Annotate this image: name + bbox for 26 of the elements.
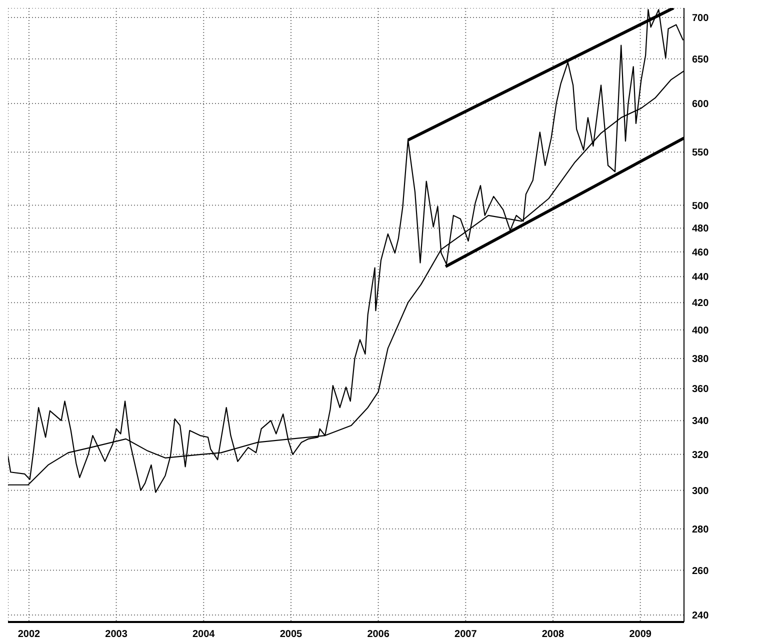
y-tick-label: 260 xyxy=(692,566,710,577)
y-tick-label: 550 xyxy=(692,148,710,159)
y-tick-label: 500 xyxy=(692,200,710,212)
y-tick-label: 360 xyxy=(692,384,710,396)
x-tick-label: 2007 xyxy=(454,629,478,640)
y-tick-label: 340 xyxy=(692,416,710,428)
y-tick-label: 320 xyxy=(692,450,710,461)
x-tick-label: 2004 xyxy=(192,629,216,640)
y-tick-label: 420 xyxy=(692,298,710,310)
y-tick-label: 440 xyxy=(692,272,710,284)
x-tick-label: 2009 xyxy=(629,629,652,640)
y-tick-label: 700 xyxy=(692,13,710,24)
y-tick-label: 240 xyxy=(692,610,710,622)
x-tick-label: 2002 xyxy=(18,629,41,640)
y-tick-label: 600 xyxy=(692,99,710,110)
y-tick-label: 480 xyxy=(692,224,710,235)
x-tick-label: 2008 xyxy=(542,629,565,640)
y-tick-label: 650 xyxy=(692,54,710,66)
y-tick-label: 380 xyxy=(692,354,710,366)
y-tick-label: 280 xyxy=(692,524,710,536)
x-tick-label: 2003 xyxy=(105,629,128,640)
y-tick-label: 400 xyxy=(692,325,710,336)
y-tick-label: 460 xyxy=(692,247,710,258)
y-tick-label: 300 xyxy=(692,486,710,497)
x-tick-label: 2006 xyxy=(367,629,390,640)
x-tick-label: 2005 xyxy=(280,629,303,640)
